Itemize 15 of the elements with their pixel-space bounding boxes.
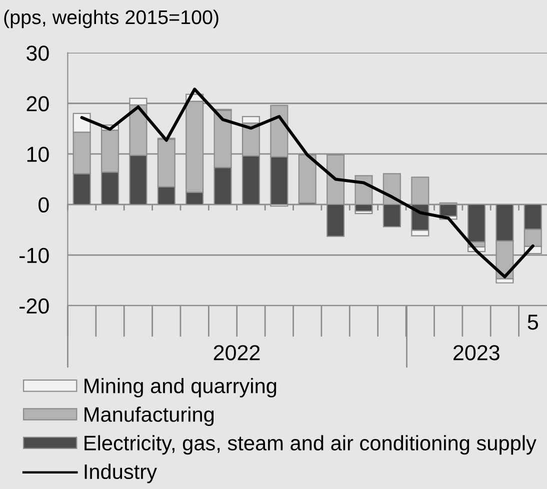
legend-label: Manufacturing bbox=[84, 406, 214, 426]
legend-label: Industry bbox=[84, 464, 157, 484]
y-tick-label: -20 bbox=[20, 298, 49, 314]
x-tick-label: 5 bbox=[528, 314, 538, 330]
legend-label: Electricity, gas, steam and air conditioning supply bbox=[84, 435, 536, 455]
y-tick-label: 20 bbox=[26, 96, 49, 112]
y-axis-title: (pps, weights 2015=100) bbox=[4, 10, 218, 28]
y-tick-label: -10 bbox=[20, 248, 49, 264]
legend-label: Mining and quarrying bbox=[84, 378, 276, 398]
x2-tick-label: 2023 bbox=[454, 345, 500, 360]
y-tick-label: 30 bbox=[26, 46, 49, 61]
y-tick-label: 10 bbox=[27, 146, 49, 162]
y-tick-label: 0 bbox=[38, 197, 49, 213]
x2-tick-label: 2022 bbox=[214, 345, 260, 360]
line-series bbox=[80, 88, 534, 278]
